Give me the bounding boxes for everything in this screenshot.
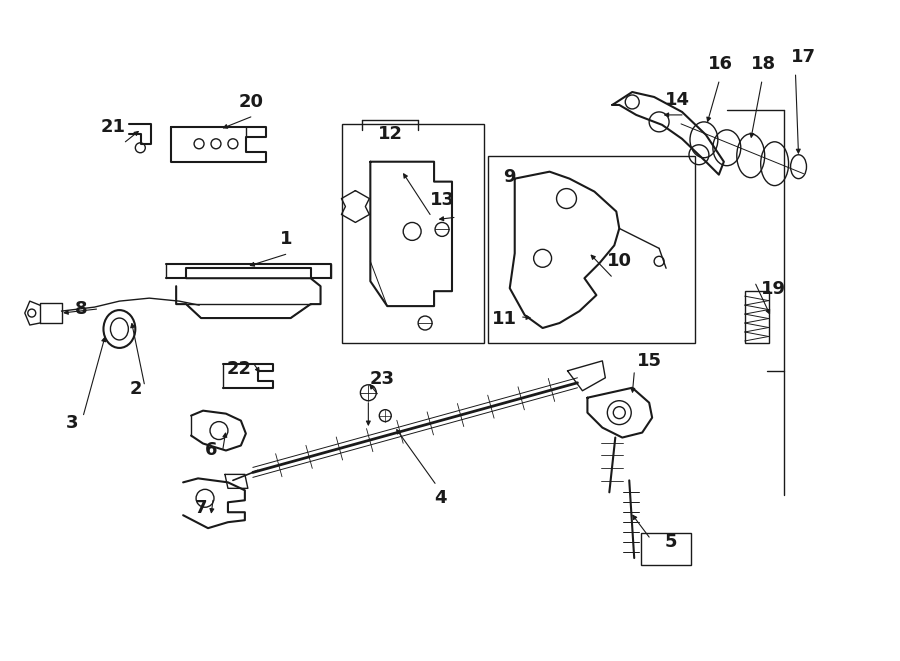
Bar	[745, 291, 769, 343]
Text: 17: 17	[791, 48, 816, 66]
Text: 12: 12	[378, 125, 403, 143]
Text: 11: 11	[492, 310, 517, 328]
Text: 20: 20	[238, 93, 264, 111]
Text: 3: 3	[66, 414, 77, 432]
Text: 19: 19	[761, 280, 786, 298]
Text: 1: 1	[279, 231, 292, 249]
Text: 2: 2	[130, 380, 142, 398]
Text: 18: 18	[752, 55, 776, 73]
Text: 13: 13	[429, 190, 454, 209]
Bar	[641, 533, 691, 565]
Text: 21: 21	[101, 118, 126, 136]
Text: 23: 23	[370, 369, 395, 388]
Text: 9: 9	[503, 168, 516, 186]
Text: 16: 16	[708, 55, 734, 73]
Text: 10: 10	[607, 253, 632, 270]
Text: 4: 4	[434, 489, 446, 507]
Bar	[343, 124, 484, 343]
Text: 22: 22	[227, 360, 251, 378]
Text: 5: 5	[665, 533, 678, 551]
Text: 7: 7	[194, 499, 207, 518]
Text: 8: 8	[76, 300, 88, 318]
Text: 6: 6	[205, 442, 217, 459]
Text: 15: 15	[636, 352, 662, 370]
Bar	[488, 156, 695, 343]
Text: 14: 14	[664, 91, 689, 109]
